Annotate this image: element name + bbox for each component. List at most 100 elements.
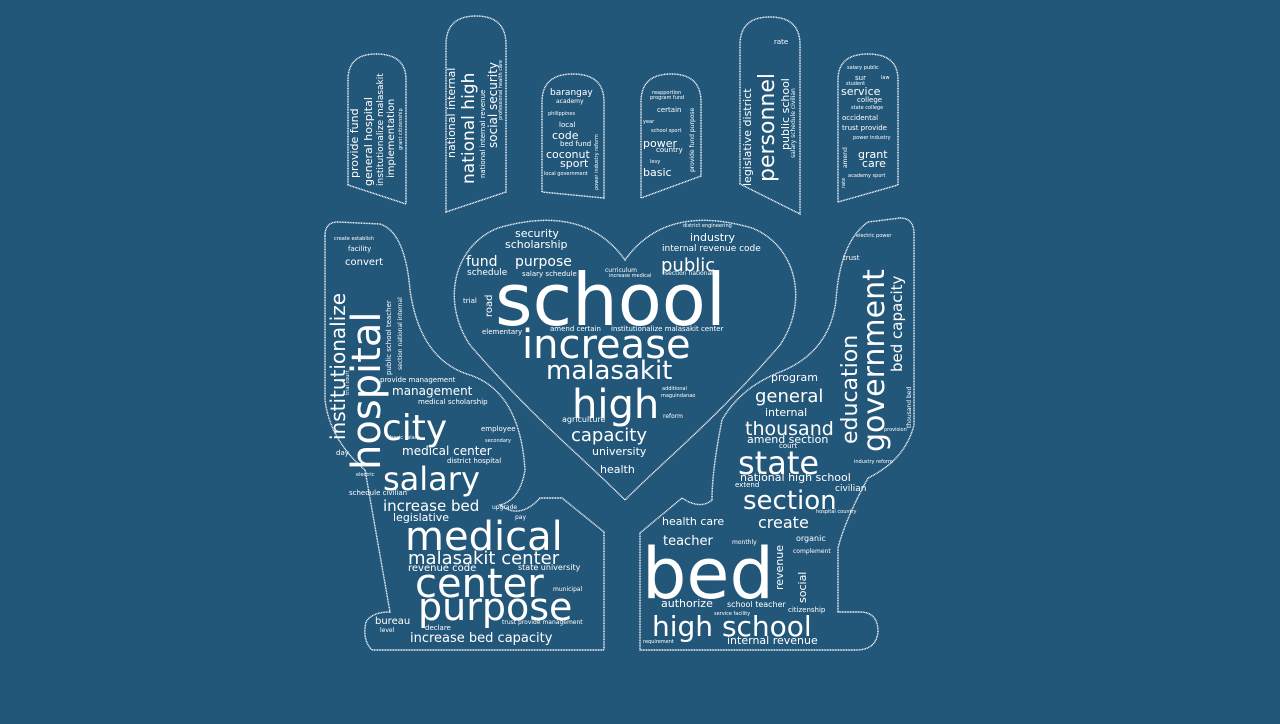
- word-agriculture: agriculture: [562, 415, 606, 424]
- right-hand-words: bed government education bed capacity st…: [642, 233, 913, 647]
- word-state-college: state college: [851, 105, 883, 111]
- word-medical-center: medical center: [402, 444, 492, 458]
- word-hospital: hospital: [344, 312, 390, 470]
- word-bed-capacity: bed capacity: [888, 276, 906, 372]
- word-code: code: [552, 129, 579, 142]
- word-school-sport: school sport: [651, 128, 682, 134]
- word-security: security: [515, 227, 559, 240]
- word-elementary: elementary: [482, 328, 522, 336]
- word-road: road: [484, 295, 495, 318]
- word-general-hospital: general hospital: [362, 97, 375, 186]
- word-basic: basic: [643, 166, 672, 179]
- word-trust-provide: trust provide: [842, 124, 887, 132]
- word-internal: internal: [765, 406, 807, 419]
- word-institutionalize-malasakit-center: institutionalize malasakit center: [611, 325, 724, 333]
- heart-outline: [453, 219, 797, 501]
- word-fund: fund: [466, 254, 498, 270]
- word-hospital-country: hospital country: [816, 509, 857, 515]
- word-municipal: municipal: [553, 586, 583, 593]
- word-state-university: state university: [518, 563, 581, 572]
- word-power: power: [643, 137, 677, 150]
- word-salary-public: salary public: [847, 65, 879, 71]
- word-national-high: national high: [459, 73, 479, 184]
- word-institutionalize-malasakit: institutionalize malasakit: [376, 73, 386, 186]
- finger-1-outline: [347, 53, 407, 205]
- word-medical: medical: [405, 514, 563, 560]
- finger-words: provide fund general hospital institutio…: [348, 38, 891, 190]
- word-academy: academy: [556, 98, 584, 105]
- word-section-national: section national: [665, 270, 713, 277]
- word-state: state: [738, 444, 819, 482]
- word-professional-health-care: professional health care: [498, 60, 504, 120]
- finger-6-outline: [837, 53, 899, 203]
- word-industry-reform: industry reform: [854, 459, 893, 465]
- word-national-high-school: national high school: [740, 471, 851, 484]
- word-civilian: civilian: [835, 484, 867, 494]
- word-scholarship: scholarship: [505, 238, 568, 251]
- word-sur: sur: [855, 74, 866, 82]
- word-district-hospital: district hospital: [447, 457, 501, 465]
- word-school: school: [495, 258, 726, 342]
- word-electric: electric: [356, 472, 375, 478]
- word-extend: extend: [735, 481, 759, 489]
- word-electric-power: electric power: [856, 233, 892, 239]
- word-bureau: bureau: [375, 616, 410, 627]
- word-increase: increase: [522, 322, 691, 368]
- word-basic-salary: basic salary: [390, 435, 420, 441]
- word-revenue-code: revenue code: [408, 563, 476, 574]
- word-internal-revenue-code: internal revenue code: [662, 244, 761, 254]
- word-pay: pay: [515, 514, 526, 521]
- word-implementation: implementation: [386, 99, 397, 178]
- word-salary: salary: [383, 460, 480, 498]
- word-public-school-teacher: public school teacher: [385, 300, 393, 375]
- word-national-internal-revenue: national internal revenue: [479, 90, 487, 178]
- word-section-national-internal: section national internal: [397, 297, 404, 370]
- word-revenue: revenue: [773, 545, 786, 590]
- word-bed-fund: bed fund: [560, 140, 591, 148]
- word-reform: reform: [663, 413, 683, 420]
- word-barangay: barangay: [550, 88, 593, 98]
- left-hand-words: hospital institutionalize city salary me…: [326, 236, 583, 646]
- word-service: service: [841, 85, 881, 98]
- heart-words: school increase malasakit high capacity …: [463, 223, 761, 476]
- word-salary-schedule: salary schedule: [522, 270, 577, 278]
- word-power-industry-reform: power industry reform: [594, 134, 600, 190]
- hands-heart-outline: [324, 15, 915, 651]
- word-public-school: public school: [779, 78, 792, 150]
- word-university: university: [592, 445, 647, 458]
- word-trial: trial: [463, 297, 477, 305]
- word-academy-sport: academy sport: [848, 173, 885, 179]
- word-sport: sport: [560, 157, 589, 170]
- word-amend-certain: amend certain: [550, 325, 601, 333]
- word-care: care: [862, 157, 886, 170]
- word-thousand: thousand: [745, 418, 834, 440]
- word-rate-small: rate: [841, 178, 847, 188]
- word-maguindanao: maguindanao: [661, 393, 695, 399]
- word-social: social: [796, 572, 809, 603]
- word-salary-schedule-civilian: salary schedule civilian: [790, 88, 797, 158]
- word-section: section: [743, 486, 837, 516]
- word-increase-bed-capacity: increase bed capacity: [410, 631, 553, 646]
- finger-3-outline: [541, 73, 605, 199]
- word-high-school: high school: [652, 610, 812, 643]
- word-malasakit: malasakit: [546, 356, 672, 386]
- word-day: day: [336, 449, 349, 457]
- finger-4-outline: [640, 73, 702, 200]
- word-capacity: capacity: [571, 425, 647, 446]
- word-legislative: legislative: [393, 511, 449, 524]
- word-industry: industry: [690, 231, 736, 244]
- word-increase-bed: increase bed: [383, 497, 479, 515]
- word-law: law: [881, 75, 890, 81]
- word-requirement: requirement: [643, 639, 674, 645]
- word-student: student: [846, 81, 865, 87]
- word-reapportion: reapportion: [652, 90, 681, 96]
- word-schedule: schedule: [467, 268, 508, 278]
- word-declare: declare: [425, 624, 451, 632]
- word-certain: certain: [657, 106, 681, 114]
- word-curriculum: curriculum: [605, 267, 637, 274]
- word-center: center: [415, 561, 544, 607]
- word-provide-fund-purpose: provide fund purpose: [689, 107, 696, 172]
- word-philippines: philippines: [548, 111, 575, 117]
- word-monthly: monthly: [732, 539, 757, 546]
